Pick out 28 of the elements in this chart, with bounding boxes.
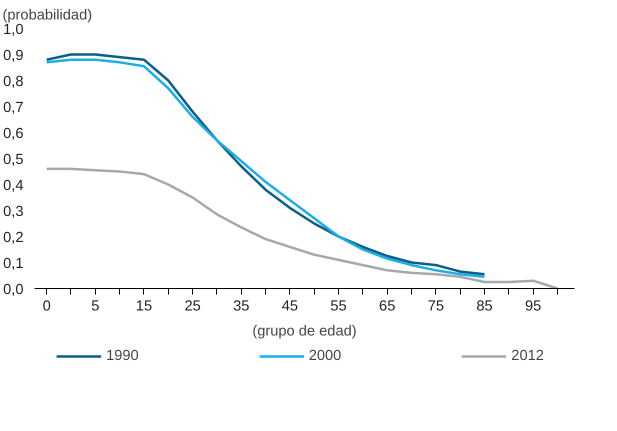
y-tick-label: 0,7	[3, 100, 24, 116]
y-axis-title: (probabilidad)	[2, 8, 92, 24]
x-tick-label: 45	[282, 298, 298, 314]
y-tick-label: 1,0	[3, 22, 24, 38]
x-tick-label: 75	[428, 298, 444, 314]
y-tick-label: 0,0	[3, 282, 24, 298]
line-series	[45, 168, 559, 288]
y-tick-label: 0,8	[3, 74, 24, 90]
x-tick-label: 55	[330, 298, 347, 314]
x-tick-label: 95	[524, 298, 542, 314]
x-tick-label: 5	[91, 298, 100, 314]
legend-label: 2012	[511, 348, 544, 364]
x-tick-label: 35	[233, 298, 250, 314]
x-tick-label: 0	[42, 298, 51, 314]
y-tick-label: 0,2	[3, 230, 24, 246]
x-tick-label: 15	[136, 298, 152, 314]
x-axis-title: (grupo de edad)	[252, 324, 357, 340]
y-tick-label: 0,1	[3, 256, 24, 272]
y-tick-label: 0,5	[3, 152, 24, 168]
x-tick-label: 25	[184, 298, 201, 314]
y-tick-label: 0,6	[3, 126, 24, 142]
y-tick-label: 0,9	[3, 48, 24, 64]
legend-label: 1990	[106, 348, 139, 364]
y-tick-label: 0,4	[3, 178, 24, 194]
x-tick-label: 85	[476, 298, 493, 314]
y-tick-label: 0,3	[3, 204, 24, 220]
legend-label: 2000	[308, 348, 342, 364]
x-tick-label: 65	[379, 298, 396, 314]
